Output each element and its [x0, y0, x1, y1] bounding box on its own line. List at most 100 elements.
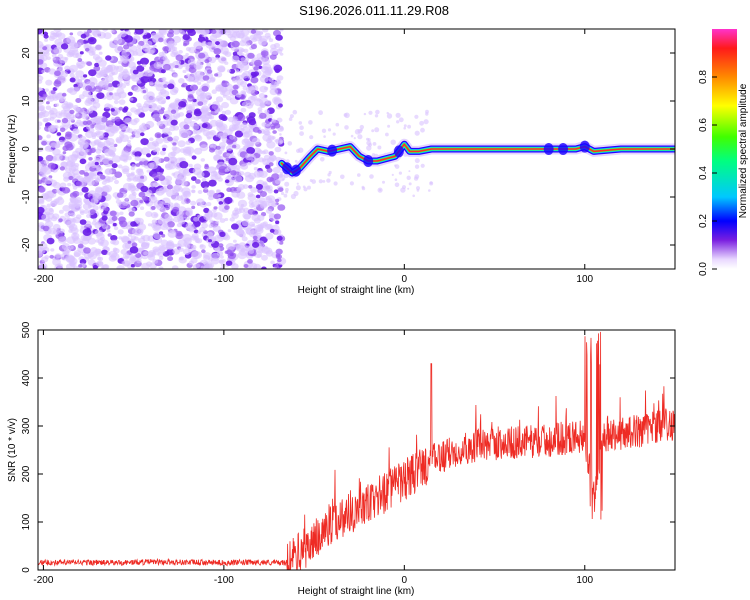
noise-blob [222, 80, 226, 84]
noise-blob [116, 192, 124, 198]
noise-blob [225, 145, 233, 152]
noise-blob [71, 218, 77, 223]
noise-blob [59, 166, 65, 171]
noise-blob [219, 231, 226, 237]
noise-blob [215, 220, 220, 224]
noise-blob [186, 73, 191, 78]
noise-blob [187, 76, 195, 83]
noise-blob [84, 47, 90, 52]
noise-blob [90, 141, 97, 147]
noise-blob [107, 67, 114, 73]
noise-blob [46, 203, 51, 208]
noise-blob [266, 138, 272, 144]
noise-blob [48, 208, 54, 212]
noise-blob [218, 66, 226, 73]
noise-blob [292, 109, 298, 115]
noise-blob [69, 109, 75, 115]
noise-blob [101, 180, 107, 185]
noise-blob [256, 97, 261, 102]
y-tick-label: 100 [21, 513, 32, 530]
x-tick-label: 100 [576, 274, 593, 285]
noise-blob [229, 135, 235, 140]
noise-blob [130, 221, 137, 227]
noise-blob [53, 46, 62, 55]
track-blob [393, 145, 404, 158]
noise-blob [154, 132, 162, 139]
noise-blob [95, 88, 99, 93]
noise-blob [128, 45, 138, 53]
noise-blob [229, 68, 236, 74]
noise-blob [127, 240, 132, 244]
noise-blob [56, 263, 64, 269]
snr-line-panel: -200 -100 0 100 0 100 200 300 400 500 Height of … [7, 321, 676, 597]
noise-blob [38, 135, 43, 141]
noise-blob [414, 174, 420, 180]
noise-blob [200, 181, 210, 189]
noise-blob [48, 148, 54, 152]
noise-blob [99, 161, 104, 166]
noise-blob [38, 59, 44, 65]
noise-blob [118, 71, 128, 80]
noise-blob [429, 181, 433, 185]
noise-blob [259, 224, 264, 229]
noise-blob [149, 137, 154, 142]
noise-blob [193, 229, 199, 234]
noise-blob [178, 112, 185, 117]
noise-blob [38, 79, 43, 84]
noise-blob [141, 242, 150, 250]
noise-blob [67, 182, 72, 187]
noise-blob [241, 126, 251, 135]
noise-blob [74, 113, 80, 117]
noise-blob [77, 243, 84, 249]
noise-blob [93, 65, 101, 72]
noise-blob [269, 228, 275, 233]
noise-blob [172, 35, 182, 44]
noise-blob [269, 84, 277, 91]
noise-blob [232, 84, 239, 90]
noise-blob [259, 97, 269, 105]
y-tick-label: 400 [21, 369, 32, 386]
noise-blob [190, 200, 197, 206]
noise-blob [161, 77, 167, 82]
noise-blob [185, 210, 193, 217]
noise-blob [368, 143, 372, 147]
noise-blob [233, 239, 237, 243]
noise-blob [94, 44, 103, 51]
noise-blob [263, 245, 268, 250]
noise-blob [153, 224, 161, 230]
noise-blob [79, 211, 85, 215]
noise-blob [78, 264, 83, 268]
noise-blob [226, 249, 233, 255]
noise-blob [359, 124, 364, 130]
noise-blob [218, 201, 224, 205]
noise-blob [205, 213, 210, 217]
noise-blob [92, 218, 97, 222]
noise-blob [87, 237, 97, 245]
noise-blob [38, 179, 43, 185]
noise-blob [296, 182, 299, 185]
noise-blob [350, 134, 354, 138]
noise-blob [48, 127, 56, 134]
noise-blob [262, 29, 269, 33]
noise-blob [38, 156, 44, 162]
noise-blob [188, 153, 193, 157]
noise-blob [173, 135, 180, 141]
noise-blob [131, 164, 136, 168]
noise-blob [152, 259, 159, 264]
noise-blob [85, 130, 94, 139]
noise-blob [197, 81, 202, 86]
noise-blob [133, 236, 139, 241]
noise-blob [50, 90, 56, 95]
noise-blob [41, 140, 47, 146]
noise-blob [136, 60, 142, 65]
noise-blob [114, 179, 119, 185]
noise-blob [245, 227, 255, 236]
noise-blob [185, 112, 193, 119]
noise-blob [130, 74, 137, 80]
noise-blob [217, 29, 225, 36]
noise-blob [215, 150, 222, 156]
noise-blob [69, 32, 74, 36]
noise-blob [124, 117, 132, 125]
noise-blob [158, 187, 167, 194]
noise-blob [57, 119, 61, 123]
